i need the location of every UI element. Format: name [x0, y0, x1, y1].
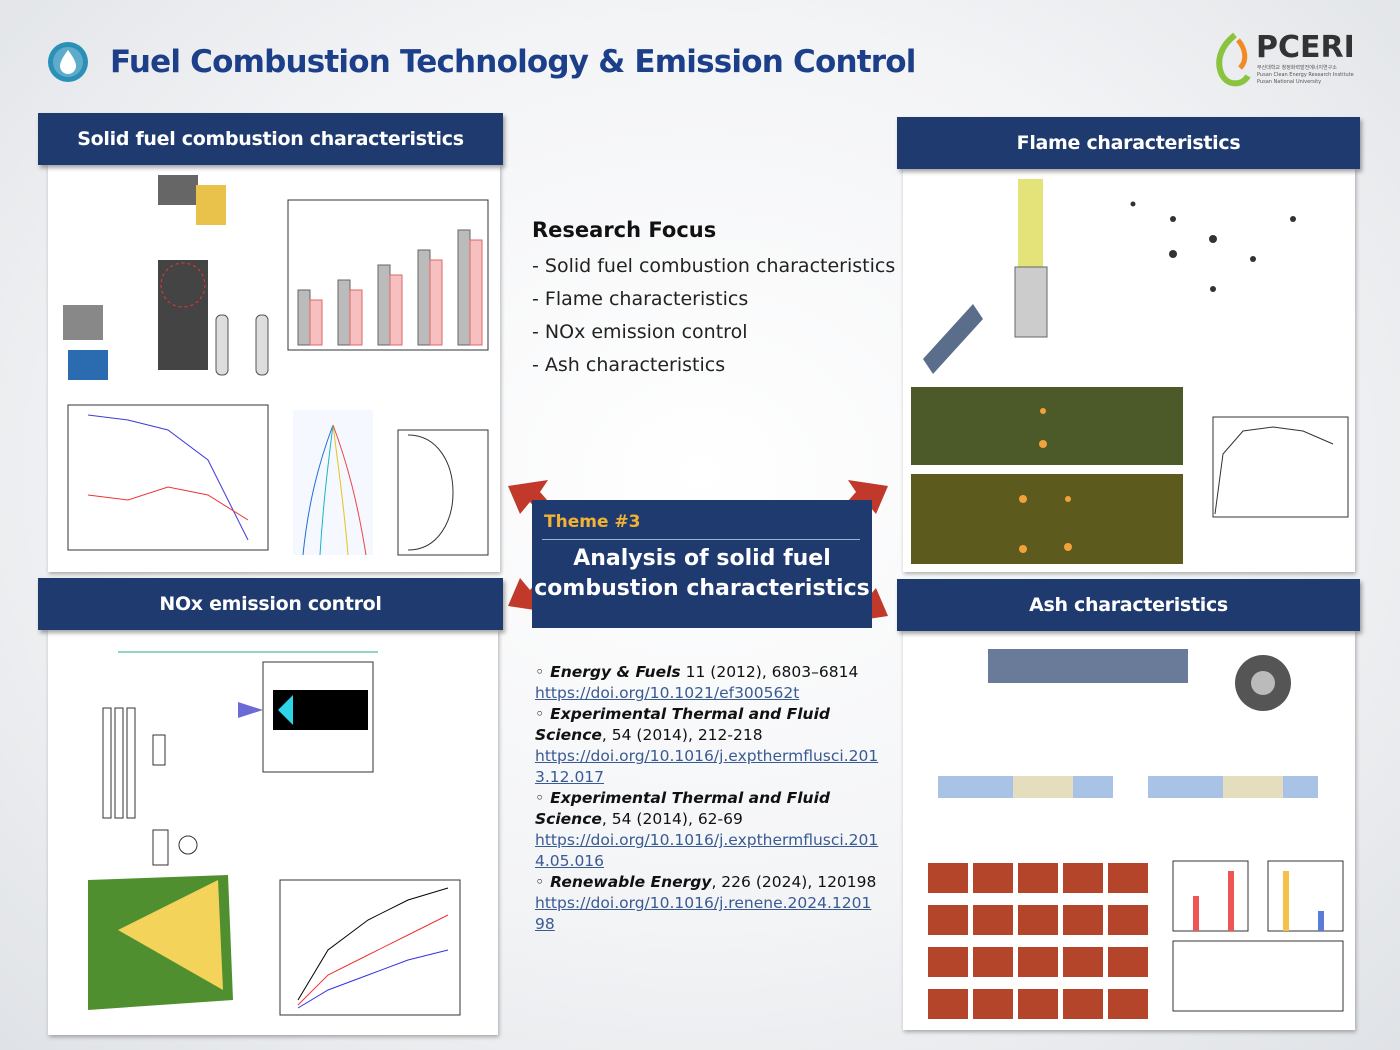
reference-bullet: ◦ — [535, 873, 545, 891]
theme-title: combustion characteristics — [534, 576, 870, 601]
research-focus-item: - Ash characteristics — [532, 354, 726, 376]
reference: ◦ Experimental Thermal and Fluid Science,… — [535, 704, 880, 788]
theme-title: Analysis of solid fuel — [573, 546, 831, 571]
panel-figure — [903, 631, 1355, 1030]
reference-bullet: ◦ — [535, 663, 545, 681]
logo-text: PCERI — [1256, 30, 1355, 65]
logo-subtitle: 부산대학교 청정화력발전에너지연구소 — [1257, 65, 1337, 71]
figure — [88, 651, 461, 1016]
reference-details: , 54 (2014), 62-69 — [601, 810, 743, 828]
reference: ◦ Experimental Thermal and Fluid Science,… — [535, 788, 880, 872]
panel-figure — [48, 630, 498, 1035]
reference-details: , 54 (2014), 212-218 — [601, 726, 763, 744]
logo-subtitle: Pusan National University — [1257, 79, 1322, 85]
research-focus-item: - Solid fuel combustion characteristics — [532, 255, 896, 277]
page-title: Fuel Combustion Technology & Emission Co… — [110, 44, 916, 80]
reference-link[interactable]: https://doi.org/10.1016/j.renene.2024.12… — [535, 894, 872, 933]
figure — [63, 175, 489, 556]
reference-journal: Renewable Energy — [550, 873, 712, 891]
reference: ◦ Renewable Energy, 226 (2024), 120198 htt… — [535, 872, 880, 935]
reference-bullet: ◦ — [535, 789, 545, 807]
panel-figure — [903, 169, 1355, 572]
reference-bullet: ◦ — [535, 705, 545, 723]
reference-journal: Energy & Fuels — [550, 663, 681, 681]
logo-mark — [1216, 32, 1251, 87]
panel-header: Solid fuel combustion characteristics — [38, 113, 503, 165]
reference-link[interactable]: https://doi.org/10.1021/ef300562t — [535, 684, 800, 702]
theme-box: Theme #3 Analysis of solid fuel combusti… — [532, 500, 872, 628]
reference-journal: Experimental Thermal and Fluid Science — [535, 789, 830, 828]
reference-journal: Experimental Thermal and Fluid Science — [535, 705, 830, 744]
logo-subtitle: Pusan Clean Energy Research Institute — [1257, 72, 1354, 78]
figure — [911, 179, 1349, 564]
reference-details: 11 (2012), 6803–6814 — [685, 663, 859, 681]
panel-header: Flame characteristics — [897, 117, 1360, 169]
references: ◦ Energy & Fuels 11 (2012), 6803–6814 https… — [535, 662, 880, 935]
research-focus-item: - NOx emission control — [532, 321, 748, 343]
reference-link[interactable]: https://doi.org/10.1016/j.expthermflusci… — [535, 747, 879, 786]
research-focus-item: - Flame characteristics — [532, 288, 749, 310]
panel-header: NOx emission control — [38, 578, 503, 630]
figure — [928, 649, 1344, 1019]
research-focus-title: Research Focus — [532, 218, 717, 242]
panel-figure — [48, 165, 500, 572]
reference-details: , 226 (2024), 120198 — [711, 873, 877, 891]
theme-label: Theme #3 — [544, 512, 641, 532]
reference: ◦ Energy & Fuels 11 (2012), 6803–6814 https… — [535, 662, 880, 704]
panel-header: Ash characteristics — [897, 579, 1360, 631]
reference-link[interactable]: https://doi.org/10.1016/j.expthermflusci… — [535, 831, 879, 870]
